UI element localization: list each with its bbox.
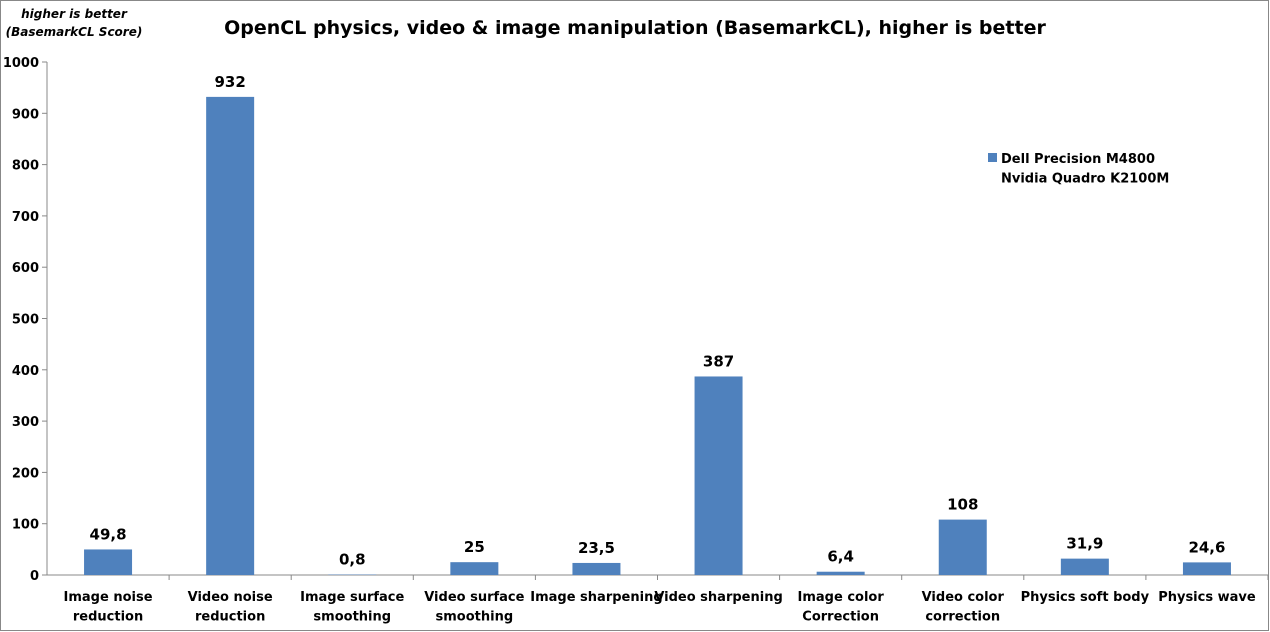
y-tick-label: 1000 <box>3 56 39 71</box>
y-tick-label: 100 <box>12 518 39 533</box>
y-tick-label: 700 <box>12 210 39 225</box>
y-tick-label: 400 <box>12 364 39 379</box>
bar <box>1182 562 1231 575</box>
x-tick-label: Video noise reduction <box>188 590 273 625</box>
data-label: 387 <box>703 352 734 370</box>
data-label: 31,9 <box>1066 535 1103 553</box>
y-tick-label: 500 <box>12 313 39 328</box>
data-label: 6,4 <box>827 548 854 566</box>
y-tick-label: 300 <box>12 415 39 430</box>
legend-swatch <box>988 153 997 162</box>
x-tick-label: Image noise reduction <box>64 590 153 625</box>
legend-label: Dell Precision M4800 Nvidia Quadro K2100M <box>1001 152 1169 187</box>
bar <box>694 376 743 575</box>
x-tick-label: Physics wave <box>1158 590 1256 605</box>
chart-title: OpenCL physics, video & image manipulati… <box>224 17 1046 39</box>
bar <box>206 96 255 575</box>
data-label: 49,8 <box>90 525 127 543</box>
bar <box>450 562 499 575</box>
bar <box>84 549 133 575</box>
bar <box>816 571 865 575</box>
x-tick-label: Image color Correction <box>798 590 885 625</box>
x-tick-label: Video surface smoothing <box>424 590 524 625</box>
y-axis-label: higher is better (BasemarkCL Score) <box>6 7 143 39</box>
y-tick-label: 0 <box>30 569 39 584</box>
x-tick-label: Physics soft body <box>1021 590 1150 605</box>
data-label: 25 <box>464 538 485 556</box>
data-label: 24,6 <box>1188 538 1225 556</box>
y-tick-label: 900 <box>12 107 39 122</box>
data-label: 23,5 <box>578 539 615 557</box>
x-tick-label: Video sharpening <box>654 590 782 605</box>
y-tick-label: 200 <box>12 466 39 481</box>
bar <box>1060 558 1109 575</box>
y-tick-label: 800 <box>12 159 39 174</box>
data-label: 108 <box>947 496 978 514</box>
x-tick-label: Image surface smoothing <box>300 590 404 625</box>
bar <box>572 562 621 575</box>
data-label: 0,8 <box>339 551 366 569</box>
x-tick-label: Video color correction <box>922 590 1005 625</box>
x-tick-label: Image sharpening <box>530 590 662 605</box>
y-tick-label: 600 <box>12 261 39 276</box>
data-label: 932 <box>214 73 245 91</box>
bar <box>938 519 987 575</box>
